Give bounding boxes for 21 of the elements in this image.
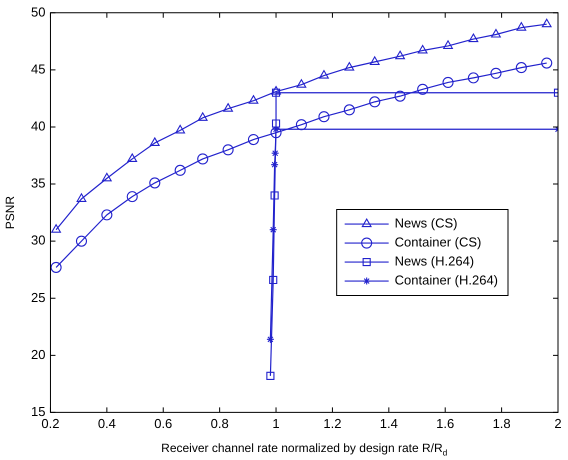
y-tick-label: 35 bbox=[30, 176, 46, 191]
y-tick-label: 25 bbox=[30, 290, 46, 305]
legend-label: News (H.264) bbox=[394, 254, 474, 269]
y-tick-label: 30 bbox=[30, 232, 46, 248]
x-tick-label: 1.4 bbox=[380, 416, 398, 431]
y-tick-label: 40 bbox=[30, 118, 46, 134]
x-tick-label: 2 bbox=[554, 416, 562, 431]
x-tick-label: 0.8 bbox=[210, 416, 229, 431]
y-tick-label: 50 bbox=[30, 4, 46, 20]
legend-label: Container (H.264) bbox=[394, 272, 498, 288]
x-tick-label: 0.6 bbox=[154, 416, 172, 431]
legend-label: News (CS) bbox=[394, 216, 458, 231]
x-tick-label: 0.4 bbox=[98, 416, 116, 431]
x-tick-label: 1.2 bbox=[323, 416, 342, 431]
x-tick-label: 1.6 bbox=[436, 416, 454, 431]
x-tick-label: 1 bbox=[272, 416, 280, 431]
y-tick-label: 45 bbox=[30, 61, 46, 76]
y-axis-title: PSNR bbox=[3, 196, 17, 230]
x-tick-label: 1.8 bbox=[492, 416, 511, 431]
y-tick-label: 20 bbox=[30, 346, 46, 362]
legend-label: Container (CS) bbox=[394, 234, 482, 250]
